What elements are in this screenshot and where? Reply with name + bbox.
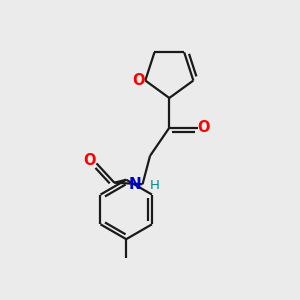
Text: O: O [133,73,145,88]
Text: O: O [84,154,96,169]
Text: H: H [149,179,159,192]
Text: N: N [129,177,142,192]
Text: O: O [197,120,210,135]
